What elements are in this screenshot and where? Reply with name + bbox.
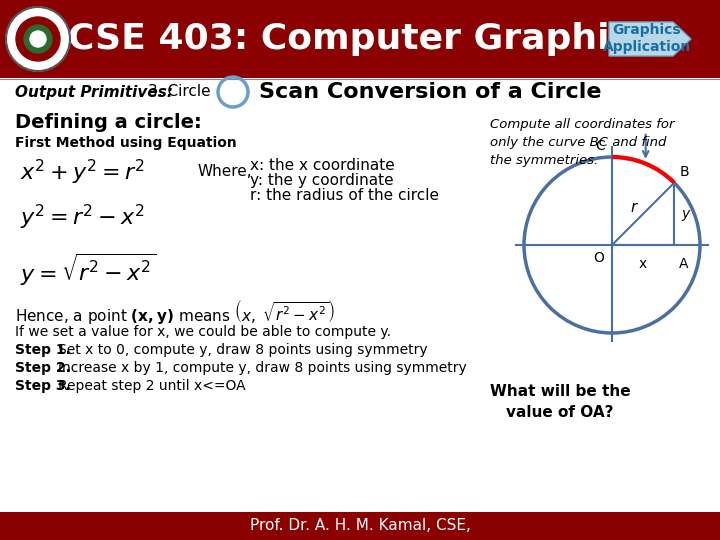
Text: Hence, a point $\mathbf{(x, y)}$ means $\left(x,\ \sqrt{r^2 - x^2}\right)$: Hence, a point $\mathbf{(x, y)}$ means $… xyxy=(15,298,335,326)
Text: Application: Application xyxy=(603,40,691,54)
Text: Output Primitives:: Output Primitives: xyxy=(15,84,173,99)
Text: Step 2.: Step 2. xyxy=(15,361,71,375)
Text: x: the x coordinate: x: the x coordinate xyxy=(250,158,395,172)
Text: Defining a circle:: Defining a circle: xyxy=(15,112,202,132)
Text: y: the y coordinate: y: the y coordinate xyxy=(250,172,394,187)
Text: O: O xyxy=(593,251,604,265)
Bar xyxy=(0,0,720,78)
Text: y: y xyxy=(681,207,690,221)
Circle shape xyxy=(24,25,52,53)
Text: x: x xyxy=(639,257,647,271)
Text: $y^2 = r^2 - x^2$: $y^2 = r^2 - x^2$ xyxy=(20,202,145,232)
Text: A: A xyxy=(679,257,689,271)
Text: r: r xyxy=(631,200,637,215)
Polygon shape xyxy=(609,22,691,56)
Text: $x^2 + y^2 = r^2$: $x^2 + y^2 = r^2$ xyxy=(20,157,145,187)
Text: C: C xyxy=(595,139,605,153)
Circle shape xyxy=(30,31,46,47)
Text: Compute all coordinates for
only the curve BC and find
the symmetries.: Compute all coordinates for only the cur… xyxy=(490,118,675,167)
Circle shape xyxy=(16,17,60,61)
Text: Repeat step 2 until x<=OA: Repeat step 2 until x<=OA xyxy=(58,379,246,393)
Text: Increase x by 1, compute y, draw 8 points using symmetry: Increase x by 1, compute y, draw 8 point… xyxy=(58,361,467,375)
Text: 3. Circle: 3. Circle xyxy=(148,84,211,99)
Text: CSE 403: Computer Graphics: CSE 403: Computer Graphics xyxy=(68,22,652,56)
Text: Step 1.: Step 1. xyxy=(15,343,71,357)
Text: Prof. Dr. A. H. M. Kamal, CSE,: Prof. Dr. A. H. M. Kamal, CSE, xyxy=(250,518,470,534)
Text: Set x to 0, compute y, draw 8 points using symmetry: Set x to 0, compute y, draw 8 points usi… xyxy=(58,343,428,357)
Circle shape xyxy=(6,7,70,71)
Text: If we set a value for x, we could be able to compute y.: If we set a value for x, we could be abl… xyxy=(15,325,391,339)
Text: Scan Conversion of a Circle: Scan Conversion of a Circle xyxy=(258,82,601,102)
Text: First Method using Equation: First Method using Equation xyxy=(15,136,237,150)
Text: B: B xyxy=(679,165,689,179)
Text: $y = \sqrt{r^2 - x^2}$: $y = \sqrt{r^2 - x^2}$ xyxy=(20,252,156,288)
Bar xyxy=(0,512,720,540)
Text: Where,: Where, xyxy=(198,165,253,179)
Text: r: the radius of the circle: r: the radius of the circle xyxy=(250,187,439,202)
Text: Step 3.: Step 3. xyxy=(15,379,71,393)
Text: Graphics: Graphics xyxy=(613,23,681,37)
Text: What will be the
value of OA?: What will be the value of OA? xyxy=(490,384,630,420)
